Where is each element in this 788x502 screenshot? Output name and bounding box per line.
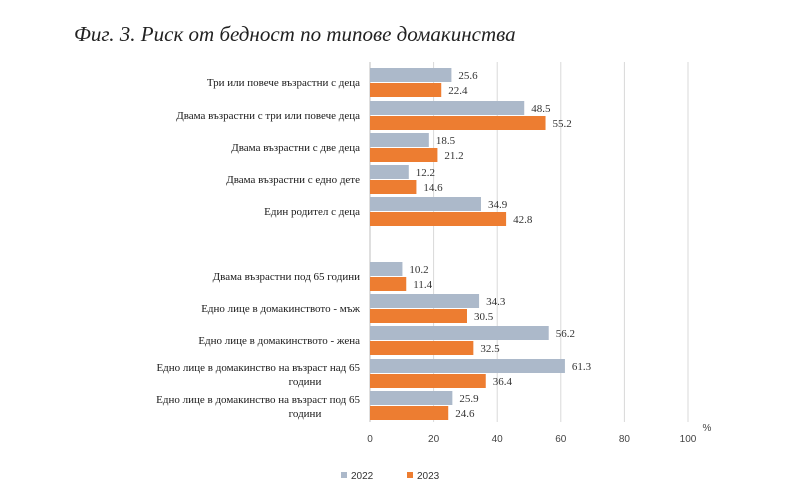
bar-2023 (370, 341, 474, 355)
bar-2022 (370, 359, 565, 373)
data-label: 34.9 (488, 199, 508, 211)
data-label: 25.6 (458, 70, 478, 82)
data-label: 61.3 (572, 361, 592, 373)
bar-2022 (370, 133, 429, 147)
bar-2023 (370, 180, 417, 194)
bar-2023 (370, 309, 467, 323)
x-tick-label: 100 (680, 434, 697, 445)
data-label: 32.5 (480, 343, 500, 355)
bar-2023 (370, 212, 507, 226)
bars (370, 68, 565, 420)
data-label: 34.3 (486, 296, 506, 308)
category-label: Двама възрастни с три или повече деца (176, 110, 360, 122)
data-label: 24.6 (455, 408, 475, 420)
bar-2022 (370, 294, 480, 308)
data-label: 30.5 (474, 311, 494, 323)
bar-2022 (370, 391, 453, 405)
data-label: 18.5 (436, 135, 456, 147)
data-label: 48.5 (531, 103, 551, 115)
x-tick-label: 40 (492, 434, 504, 445)
data-label: 42.8 (513, 214, 533, 226)
bar-2023 (370, 148, 438, 162)
legend-label: 2023 (417, 471, 440, 482)
data-label: 10.2 (409, 264, 428, 276)
data-label: 12.2 (416, 167, 435, 179)
x-axis-unit: % (703, 423, 712, 434)
category-label: Три или повече възрастни с деца (207, 77, 360, 89)
category-label: Едно лице в домакинство на възраст над 6… (156, 362, 360, 388)
data-label: 25.9 (459, 393, 479, 405)
category-label: Двама възрастни под 65 години (213, 271, 360, 283)
bar-2022 (370, 197, 481, 211)
category-label: Едно лице в домакинство на възраст под 6… (156, 394, 360, 420)
bar-2022 (370, 326, 549, 340)
labels: 0 20 40 60 80 100% Три или повече възрастни с … (156, 70, 711, 445)
x-tick-label: 20 (428, 434, 440, 445)
category-label: Едно лице в домакинството - жена (198, 335, 360, 347)
x-tick-label: 60 (555, 434, 567, 445)
legend-label: 2022 (351, 471, 374, 482)
category-label: Един родител с деца (264, 206, 360, 218)
bar-2022 (370, 68, 452, 82)
data-label: 36.4 (493, 376, 513, 388)
bar-2023 (370, 277, 407, 291)
bar-2022 (370, 262, 403, 276)
category-label: Едно лице в домакинството - мъж (201, 303, 360, 315)
data-label: 14.6 (423, 182, 443, 194)
bar-2023 (370, 83, 442, 97)
data-label: 55.2 (553, 118, 572, 130)
x-tick-label: 0 (367, 434, 373, 445)
legend-swatch-2022 (341, 472, 347, 478)
category-label: Двама възрастни с едно дете (226, 174, 360, 186)
category-label: Двама възрастни с две деца (231, 142, 360, 154)
data-label: 21.2 (444, 150, 463, 162)
bar-2022 (370, 165, 409, 179)
legend: 2022 2023 (341, 471, 440, 482)
bar-2023 (370, 406, 449, 420)
bar-2023 (370, 374, 486, 388)
figure-title: Фиг. 3. Риск от бедност по типове домаки… (74, 22, 516, 46)
x-tick-label: 80 (619, 434, 631, 445)
data-label: 22.4 (448, 85, 468, 97)
data-label: 11.4 (413, 279, 432, 291)
data-label: 56.2 (556, 328, 575, 340)
bar-2022 (370, 101, 525, 115)
bar-2023 (370, 116, 546, 130)
legend-swatch-2023 (407, 472, 413, 478)
